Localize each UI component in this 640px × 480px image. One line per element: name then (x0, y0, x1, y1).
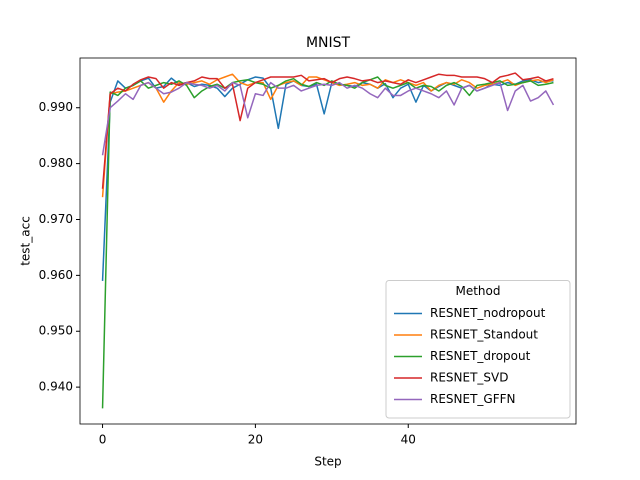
y-tick-label: 0.940 (39, 380, 73, 394)
y-tick-label: 0.990 (39, 100, 73, 114)
x-tick-label: 40 (401, 433, 416, 447)
x-tick-label: 20 (248, 433, 263, 447)
legend-label: RESNET_Standout (430, 328, 538, 342)
axes-frame (79, 57, 577, 425)
legend: Method RESNET_nodropout RESNET_Standout RES… (385, 280, 571, 419)
x-tick-label: 0 (99, 433, 107, 447)
series-line (101, 76, 554, 409)
y-axis-label: test_acc (19, 216, 33, 266)
series-line (101, 72, 554, 189)
series-line (101, 76, 554, 281)
legend-label: RESNET_SVD (430, 371, 509, 385)
legend-label: RESNET_GFFN (430, 392, 516, 406)
y-tick-label: 0.970 (39, 212, 73, 226)
legend-label: RESNET_nodropout (430, 306, 546, 320)
y-tick-label: 0.980 (39, 156, 73, 170)
chart-title: MNIST (306, 35, 351, 51)
legend-title: Method (455, 284, 500, 298)
y-tick-label: 0.960 (39, 268, 73, 282)
y-tick-label: 0.950 (39, 324, 73, 338)
legend-box (385, 280, 571, 419)
series-line (101, 81, 555, 156)
x-axis-label: Step (314, 455, 341, 469)
legend-label: RESNET_dropout (430, 349, 531, 363)
